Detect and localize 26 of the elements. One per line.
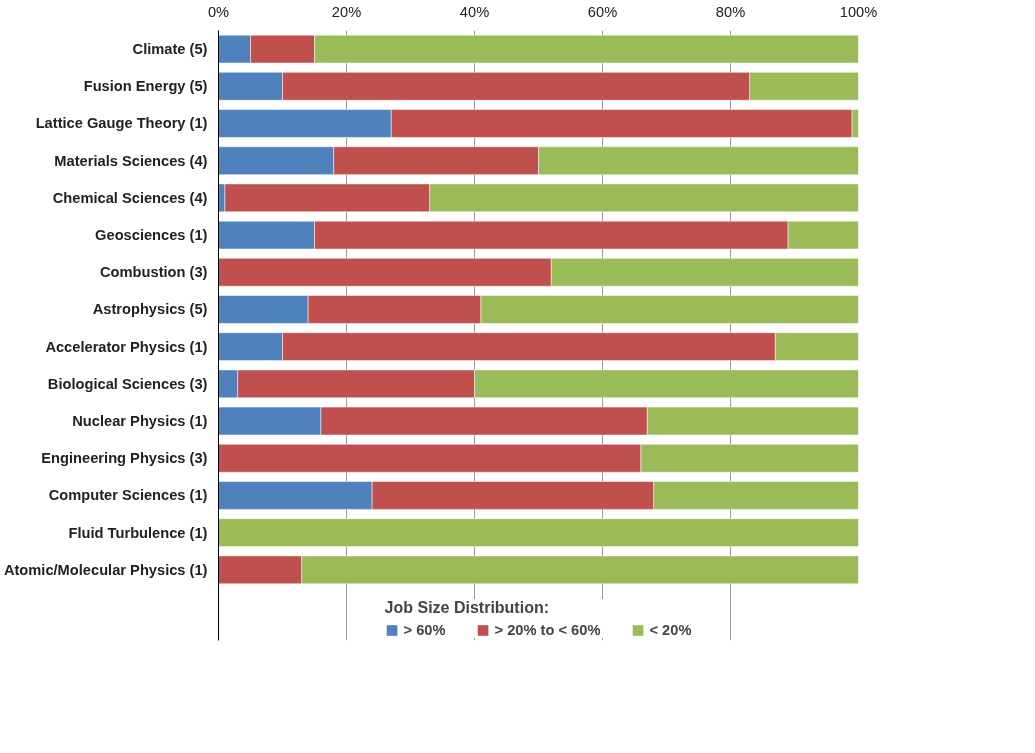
y-tick-label: Engineering Physics (3) (41, 450, 208, 467)
x-tick-label: 20% (331, 3, 362, 20)
y-tick-label: Chemical Sciences (4) (52, 189, 208, 206)
x-tick-label: 100% (839, 3, 878, 20)
legend-label: > 20% to < 60% (494, 622, 601, 638)
x-tick-label: 80% (715, 3, 746, 20)
bar (218, 518, 859, 547)
x-tick-label: 60% (587, 3, 618, 20)
y-tick-label: Fluid Turbulence (1) (68, 524, 208, 541)
y-tick-label: Atomic/Molecular Physics (1) (3, 561, 208, 578)
y-tick-label: Combustion (3) (100, 264, 208, 281)
legend-label: > 60% (403, 622, 446, 638)
y-tick-label: Biological Sciences (3) (47, 375, 208, 392)
x-tick-label: 0% (207, 3, 230, 20)
legend-title: Job Size Distribution: (384, 599, 550, 617)
y-tick-label: Nuclear Physics (1) (72, 413, 208, 430)
y-tick-label: Accelerator Physics (1) (45, 338, 208, 355)
y-tick-label: Fusion Energy (5) (83, 78, 208, 95)
x-tick-label: 40% (459, 3, 490, 20)
y-tick-label: Climate (5) (132, 41, 208, 58)
y-tick-label: Materials Sciences (4) (54, 152, 208, 169)
legend-label: < 20% (649, 622, 692, 638)
y-tick-label: Lattice Gauge Theory (1) (35, 115, 208, 132)
y-tick-label: Geosciences (1) (95, 227, 208, 244)
y-tick-label: Computer Sciences (1) (48, 487, 208, 504)
y-tick-label: Astrophysics (5) (92, 301, 208, 318)
